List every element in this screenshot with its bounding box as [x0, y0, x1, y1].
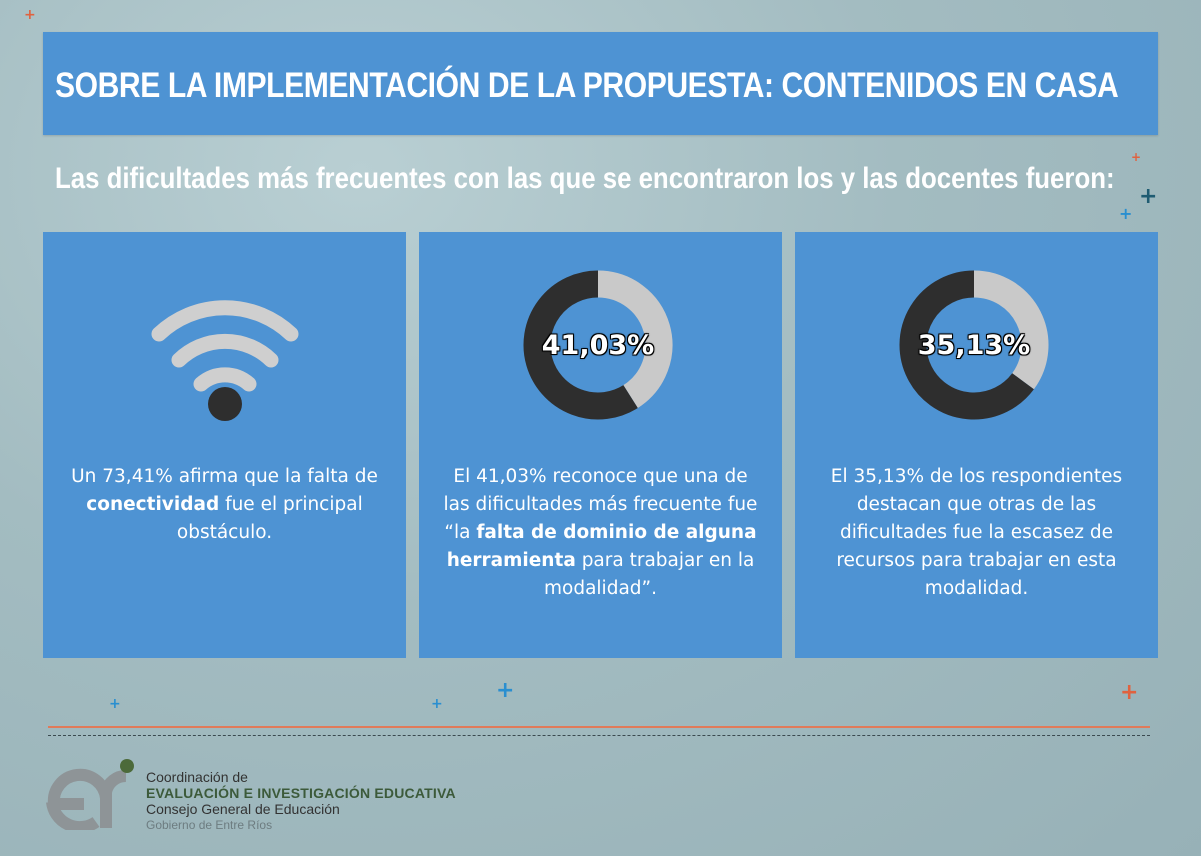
donut-center-label: 35,13% [917, 329, 1031, 361]
card-text: El 35,13% de los respondientes destacan … [815, 463, 1138, 603]
card-text-bold: conectividad [86, 494, 220, 515]
footer-divider-dashed [48, 735, 1150, 736]
donut-slice-highlight [597, 270, 673, 408]
title-bar: SOBRE LA IMPLEMENTACIÓN DE LA PROPUESTA:… [43, 32, 1158, 135]
card-text-post: para trabajar en la modalidad”. [544, 550, 755, 599]
logo-line-3: Consejo General de Educación [146, 801, 340, 817]
card-text-bold: falta de dominio de alguna herramienta [446, 522, 757, 571]
logo-line-1: Coordinación de [146, 769, 248, 785]
donut-slice-remainder [899, 270, 1034, 420]
logo-line-2: EVALUACIÓN E INVESTIGACIÓN EDUCATIVA [146, 785, 456, 801]
donut-chart [523, 270, 673, 420]
donut-slice-highlight [973, 270, 1049, 390]
logo-line-4: Gobierno de Entre Ríos [146, 818, 273, 832]
card-connectivity: Un 73,41% afirma que la falta de conecti… [43, 232, 406, 658]
donut-center-label: 41,03% [541, 329, 655, 361]
card-text: Un 73,41% afirma que la falta de conecti… [63, 463, 386, 547]
donut-slice-remainder [523, 270, 638, 420]
institution-name: Coordinación de EVALUACIÓN E INVESTIGACI… [146, 769, 456, 833]
wifi-icon [151, 300, 299, 421]
card-text-pre: El 41,03% reconoce que una de las dificu… [443, 466, 758, 543]
decorative-plus-icon: + [1119, 204, 1133, 223]
decorative-plus-icon: + [109, 696, 121, 712]
decorative-plus-icon: + [431, 696, 443, 712]
decorative-plus-icon: + [24, 7, 36, 23]
card-text-post: fue el principal obstáculo. [176, 494, 363, 543]
donut-chart [899, 270, 1049, 420]
page-subtitle: Las dificultades más frecuentes con las … [55, 162, 1115, 195]
page-title: SOBRE LA IMPLEMENTACIÓN DE LA PROPUESTA:… [55, 66, 1119, 105]
decorative-plus-icon: + [1120, 680, 1139, 705]
decorative-plus-icon: + [1131, 150, 1142, 164]
card-text-pre: Un 73,41% afirma que la falta de [71, 466, 378, 487]
card-tool-mastery: 41,03% El 41,03% reconoce que una de las… [419, 232, 782, 658]
decorative-plus-icon: + [496, 678, 515, 703]
card-resources: 35,13% El 35,13% de los respondientes de… [795, 232, 1158, 658]
decorative-plus-icon: + [1139, 184, 1158, 209]
card-text-pre: El 35,13% de los respondientes destacan … [830, 466, 1123, 599]
er-logo-icon [46, 759, 134, 830]
card-text: El 41,03% reconoce que una de las dificu… [439, 463, 762, 603]
footer-divider [48, 726, 1150, 728]
